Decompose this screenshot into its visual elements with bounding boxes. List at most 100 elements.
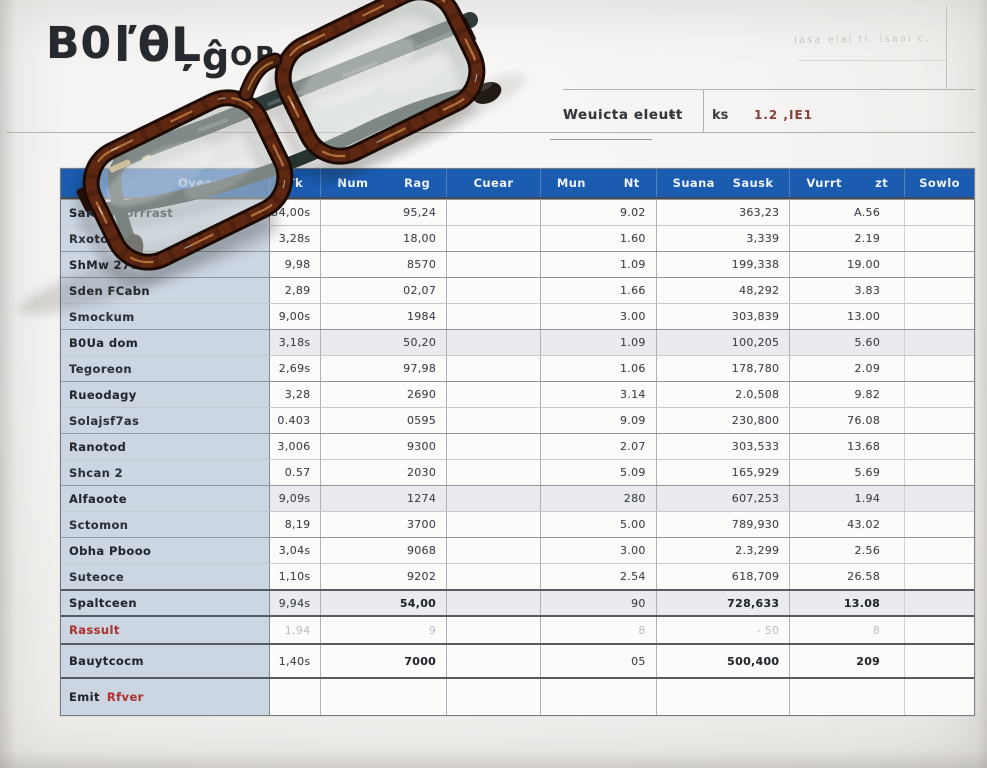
- table-cell: 02,07: [320, 278, 446, 303]
- table-cell: 9,94s: [268, 591, 321, 615]
- table-cell: 13.00: [789, 304, 904, 329]
- table-cell: [446, 645, 540, 677]
- header-cell: Vurrt zt: [789, 169, 904, 197]
- table-cell: 76.08: [789, 408, 904, 433]
- table-cell: 1,40s: [268, 645, 321, 677]
- table-cell: 50,20: [320, 330, 447, 355]
- table-cell: 13.08: [789, 591, 905, 615]
- table-cell: 363,23: [655, 200, 790, 225]
- table-cell: 3,04s: [268, 538, 321, 563]
- table-row: Suteoce 1,10s 9202 2.54 618,709 26.58: [61, 563, 974, 589]
- title-part: ĝ: [201, 35, 231, 79]
- table-cell: [446, 382, 540, 407]
- table-cell: [904, 434, 974, 459]
- table-cell: 9068: [320, 538, 446, 563]
- table-cell: 3.00: [539, 304, 656, 329]
- title-part: OR·: [230, 42, 292, 72]
- table-cell: 2.19: [789, 226, 904, 251]
- table-cell: [446, 512, 540, 537]
- row-label: Ranotod: [61, 434, 269, 459]
- table-cell: 789,930: [655, 512, 790, 537]
- header-label: Mun: [556, 176, 586, 190]
- table-cell: 1,10s: [268, 564, 321, 589]
- table-cell: 9300: [320, 434, 446, 459]
- table-cell: [446, 679, 540, 715]
- full-width-rule: [6, 132, 975, 133]
- table-cell: 209: [789, 645, 904, 677]
- table-cell: 2030: [320, 460, 446, 485]
- row-label: Alfaoote: [61, 486, 269, 511]
- row-label: Spaltceen: [61, 591, 269, 615]
- table-cell: [446, 278, 540, 303]
- subheader-top-rule: [563, 89, 975, 90]
- budget-table: Oveaurks Tk Num Rag Cuear Mun Nt Suana Sausk Vurr…: [60, 168, 975, 716]
- table-cell: [904, 486, 974, 511]
- table-cell: 5.60: [789, 330, 905, 355]
- table-row: Bauytcocm 1,40s 7000 05 500,400 209: [61, 643, 974, 677]
- header-cell: Cuear: [446, 169, 540, 197]
- hinge-right: [450, 16, 476, 47]
- table-cell: [446, 200, 540, 225]
- table-cell: [904, 330, 974, 355]
- table-cell: [904, 356, 974, 381]
- row-label: ShMw 2700: [61, 252, 269, 277]
- table-cell: 9,09s: [268, 486, 321, 511]
- header-label: Vurrt: [806, 176, 842, 190]
- faint-corner-note: Iasa eiai ti. isaai c.: [793, 33, 931, 47]
- table-cell: 9.02: [539, 200, 656, 225]
- table-cell: 5.69: [789, 460, 904, 485]
- table-cell: [446, 591, 540, 615]
- paper-edge-shadow-left: [0, 0, 16, 768]
- table-cell: [904, 304, 974, 329]
- header-cell: Suana Sausk: [655, 169, 790, 197]
- table-cell: 3700: [320, 512, 446, 537]
- table-cell: 1.06: [539, 356, 656, 381]
- table-cell: [904, 252, 974, 277]
- table-cell: 9: [320, 617, 446, 643]
- table-cell: 9.09: [539, 408, 656, 433]
- table-cell: 3.14: [539, 382, 656, 407]
- table-row: Rueodagy 3,28 2690 3.14 2.0,508 9.82: [61, 381, 974, 407]
- row-label: Sden FCabn: [61, 278, 269, 303]
- table-cell: 2.09: [789, 356, 904, 381]
- table-cell: [446, 408, 540, 433]
- subheader-row: Weuicta eleuŧt ks 1.2 ,IE1: [563, 98, 813, 132]
- table-row: Smockum 9,00s 1984 3.00 303,839 13.00: [61, 303, 974, 329]
- table-cell: 8570: [320, 252, 446, 277]
- table-cell: 0595: [320, 408, 446, 433]
- table-row: Solajsf7as 0.403 0595 9.09 230,800 76.08: [61, 407, 974, 433]
- table-cell: 8: [539, 617, 656, 643]
- table-cell: [904, 617, 974, 643]
- table-cell: [904, 591, 974, 615]
- table-cell: 95,24: [320, 200, 446, 225]
- table-cell: [904, 226, 974, 251]
- row-label: Tegoreon: [61, 356, 269, 381]
- header-cell-blurred: Oveaurks: [178, 176, 243, 190]
- row-label: Bauytcocm: [61, 645, 269, 677]
- table-cell: 5.00: [539, 512, 656, 537]
- table-row: Tegoreon 2,69s 97,98 1.06 178,780 2.09: [61, 355, 974, 381]
- table-cell: 0.57: [268, 460, 321, 485]
- table-cell: 1984: [320, 304, 446, 329]
- table-cell: 1.94: [789, 486, 905, 511]
- row-label: B0Ua dom: [61, 330, 269, 355]
- row-label: Rassult: [61, 617, 269, 643]
- row-label: Suteoce: [61, 564, 269, 589]
- table-cell: 2.0,508: [655, 382, 790, 407]
- subheader-value: 1.2 ,IE1: [754, 108, 814, 122]
- table-cell: 3,339: [655, 226, 790, 251]
- table-cell: 97,98: [320, 356, 446, 381]
- header-label: Suana: [672, 176, 715, 190]
- row-label: Rxotoue: [61, 226, 269, 251]
- table-cell: [446, 460, 540, 485]
- table-cell: 100,205: [655, 330, 790, 355]
- table-cell: 54,00s: [268, 200, 321, 225]
- table-cell: - 50: [655, 617, 790, 643]
- header-label: Sausk: [732, 176, 774, 190]
- table-cell: 178,780: [655, 356, 790, 381]
- temple-tip-right: [472, 82, 502, 104]
- table-cell: [904, 679, 974, 715]
- table-row: Obha Pbooo 3,04s 9068 3.00 2.3,299 2.56: [61, 537, 974, 563]
- table-cell: 9,00s: [268, 304, 321, 329]
- header-cell: Tk: [268, 169, 321, 197]
